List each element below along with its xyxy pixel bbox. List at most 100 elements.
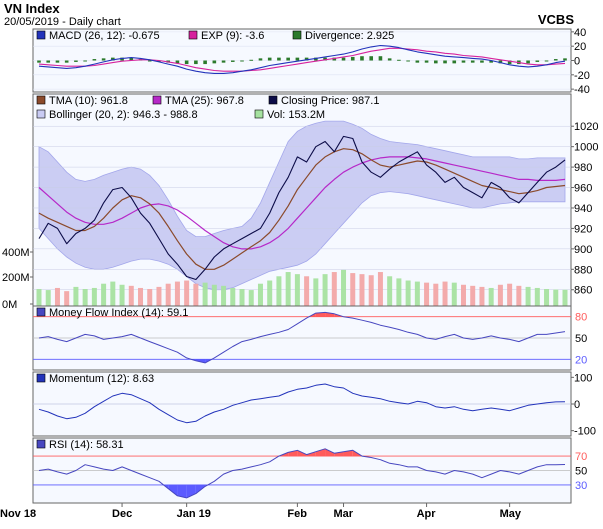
volume-bar <box>414 281 420 306</box>
legend-swatch <box>36 439 46 449</box>
y-tick-label: 0 <box>574 399 580 411</box>
volume-bar <box>534 287 540 306</box>
divergence-bar <box>249 59 254 61</box>
chart-subtitle: 20/05/2019 - Daily chart <box>4 16 121 28</box>
divergence-bar <box>314 57 318 61</box>
volume-bar <box>544 289 550 306</box>
close-price-line <box>38 135 566 281</box>
legend-label: TMA (25): 967.8 <box>165 95 244 107</box>
divergence-bar <box>277 57 281 61</box>
momentum-line <box>38 383 566 424</box>
divergence-bar <box>369 56 374 61</box>
volume-bar <box>128 285 134 306</box>
volume-bar <box>119 284 125 306</box>
divergence-bar <box>55 60 60 63</box>
volume-bar <box>211 284 217 306</box>
volume-bar <box>497 284 503 306</box>
divergence-bar <box>295 57 300 61</box>
volume-bar <box>138 287 144 306</box>
volume-bar <box>110 281 116 306</box>
volume-bar <box>285 272 291 306</box>
divergence-bar <box>147 60 152 62</box>
divergence-bar <box>480 60 484 63</box>
volume-bar <box>507 283 513 306</box>
y-tick-label: 70 <box>575 451 587 463</box>
price-panel: 1020 1000 980 960 940 920 900 880 860 400M 200M 0M T… <box>2 93 598 311</box>
legend-label: Vol: 153.2M <box>267 109 325 121</box>
divergence-bar <box>194 60 198 65</box>
y-tick-label: 900 <box>574 244 592 256</box>
divergence-bar <box>544 60 549 62</box>
volume-bar <box>54 287 60 306</box>
bollinger-band <box>38 120 566 291</box>
divergence-bar <box>203 60 207 65</box>
y-tick-label: 30 <box>575 480 587 492</box>
signal-line <box>38 47 566 72</box>
divergence-bar <box>553 59 558 61</box>
volume-bar <box>516 285 522 306</box>
legend-swatch <box>268 95 278 105</box>
legend-swatch <box>36 109 46 119</box>
y-tick-label: 960 <box>574 183 592 195</box>
legend-label: Momentum (12): 8.63 <box>49 373 154 385</box>
zone-fill <box>186 484 196 498</box>
volume-bar <box>442 281 448 306</box>
legend-label: Divergence: 2.925 <box>305 30 394 42</box>
macd-panel: 40 20 0 -20 -40 MACD (26, 12): -0.675 EXP (9):… <box>32 27 590 96</box>
y-tick-label: 40 <box>574 27 586 39</box>
macd-line <box>38 44 566 74</box>
volume-bar <box>341 269 347 306</box>
volume-bar <box>313 278 319 306</box>
legend-label: EXP (9): -3.6 <box>201 30 264 42</box>
divergence-bar <box>563 58 567 61</box>
volume-bar <box>488 287 494 306</box>
divergence-bar <box>286 57 290 61</box>
y-tick-label: 80 <box>575 312 587 324</box>
volume-bar <box>184 280 190 306</box>
volume-bar <box>73 286 79 306</box>
divergence-bar <box>267 57 272 61</box>
volume-bar <box>562 289 568 306</box>
divergence-bar <box>507 60 512 65</box>
tma10-line <box>38 148 566 270</box>
legend-label: RSI (14): 58.31 <box>49 439 124 451</box>
divergence-bar <box>387 58 392 61</box>
divergence-bar <box>64 60 69 63</box>
zone-fill <box>288 450 298 457</box>
legend-label: Money Flow Index (14): 59.1 <box>49 307 188 319</box>
divergence-bar <box>175 60 180 64</box>
volume-bar <box>101 283 107 306</box>
volume-bar <box>433 283 439 306</box>
divergence-bar <box>230 60 235 62</box>
legend-label: TMA (10): 961.8 <box>49 95 128 107</box>
volume-bar <box>350 273 356 306</box>
x-tick-label: Jan 19 <box>177 508 211 520</box>
divergence-bar <box>378 56 383 61</box>
volume-bar <box>91 287 97 306</box>
x-tick-label: Mar <box>334 508 354 520</box>
y-tick-label: 20 <box>575 354 587 366</box>
divergence-bar <box>424 60 429 63</box>
divergence-bar <box>37 60 41 63</box>
volume-bar <box>174 281 180 306</box>
y-tick-label: 1020 <box>574 121 598 133</box>
volume-bar <box>470 285 476 306</box>
volume-bar <box>82 289 88 306</box>
legend-swatch <box>254 109 264 119</box>
divergence-bar <box>46 60 51 63</box>
legend-swatch <box>188 30 198 40</box>
divergence-bar <box>120 57 124 61</box>
volume-bar <box>156 286 162 306</box>
legend-swatch <box>36 307 46 317</box>
divergence-bar <box>83 60 87 62</box>
x-tick-label: Apr <box>417 508 437 520</box>
divergence-bar <box>498 60 503 64</box>
y-tick-label: -100 <box>574 426 596 438</box>
divergence-bar <box>184 60 189 65</box>
y-tick-label: 980 <box>574 162 592 174</box>
mfi-line <box>38 311 566 364</box>
divergence-bar <box>434 60 438 64</box>
zone-fill <box>168 484 178 496</box>
watermark: VCBS <box>538 12 574 27</box>
